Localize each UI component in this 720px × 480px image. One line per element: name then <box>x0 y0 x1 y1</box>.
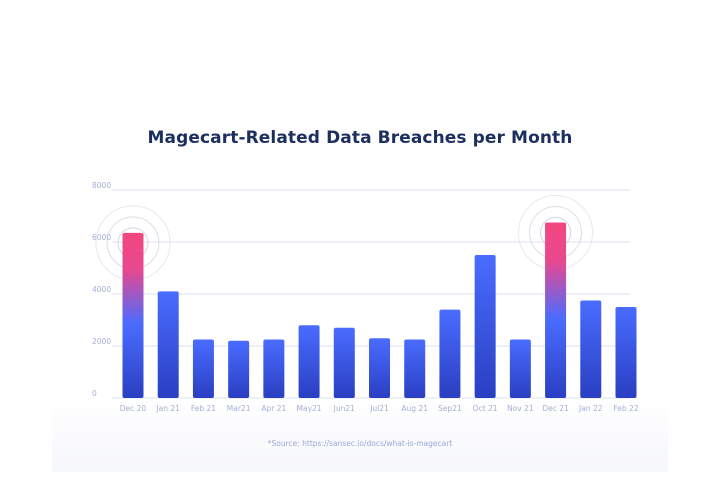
bar <box>263 339 285 398</box>
x-tick-label: Jan 21 <box>155 404 180 413</box>
bar <box>228 340 250 398</box>
source-note: *Source: https://sansec.io/docs/what-is-… <box>267 439 453 448</box>
x-tick-label: Feb 22 <box>613 404 638 413</box>
y-tick-label: 6000 <box>92 233 111 242</box>
bar <box>192 339 214 398</box>
bar <box>474 255 496 398</box>
bar <box>404 339 426 398</box>
x-tick-label: Dec 21 <box>542 404 569 413</box>
y-tick-label: 0 <box>92 389 97 398</box>
bar <box>509 339 531 398</box>
x-tick-label: Sep21 <box>438 404 462 413</box>
highlight-rings <box>95 195 594 281</box>
x-tick-label: May21 <box>297 404 322 413</box>
bar <box>545 222 567 398</box>
y-tick-label: 2000 <box>92 337 111 346</box>
x-tick-label: Apr 21 <box>261 404 286 413</box>
x-tick-label: Feb 21 <box>191 404 216 413</box>
x-tick-label: Mar21 <box>227 404 251 413</box>
y-tick-label: 4000 <box>92 285 111 294</box>
bar <box>580 300 602 398</box>
x-tick-label: Jun21 <box>333 404 355 413</box>
chart-title: Magecart-Related Data Breaches per Month <box>147 128 573 148</box>
bar <box>333 327 355 398</box>
x-tick-label: Dec 20 <box>120 404 147 413</box>
y-tick-label: 8000 <box>92 181 111 190</box>
bars <box>122 222 637 398</box>
axis-labels: 0 2000 4000 6000 8000 Dec 20 Jan 21 Feb 21 Mar21… <box>92 181 639 413</box>
bar <box>157 291 179 398</box>
x-tick-label: Jan 22 <box>578 404 603 413</box>
x-tick-label: Nov 21 <box>507 404 534 413</box>
bar <box>439 309 461 398</box>
bar <box>298 325 320 398</box>
bar <box>122 232 144 398</box>
x-tick-label: Jul21 <box>369 404 389 413</box>
bar <box>369 338 390 398</box>
bar <box>615 307 637 398</box>
x-tick-label: Oct 21 <box>473 404 498 413</box>
x-tick-label: Aug 21 <box>401 404 428 413</box>
